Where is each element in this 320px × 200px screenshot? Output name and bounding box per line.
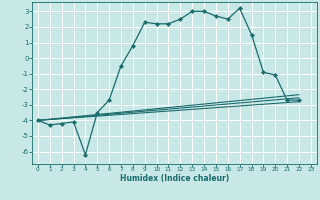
X-axis label: Humidex (Indice chaleur): Humidex (Indice chaleur)	[120, 174, 229, 183]
